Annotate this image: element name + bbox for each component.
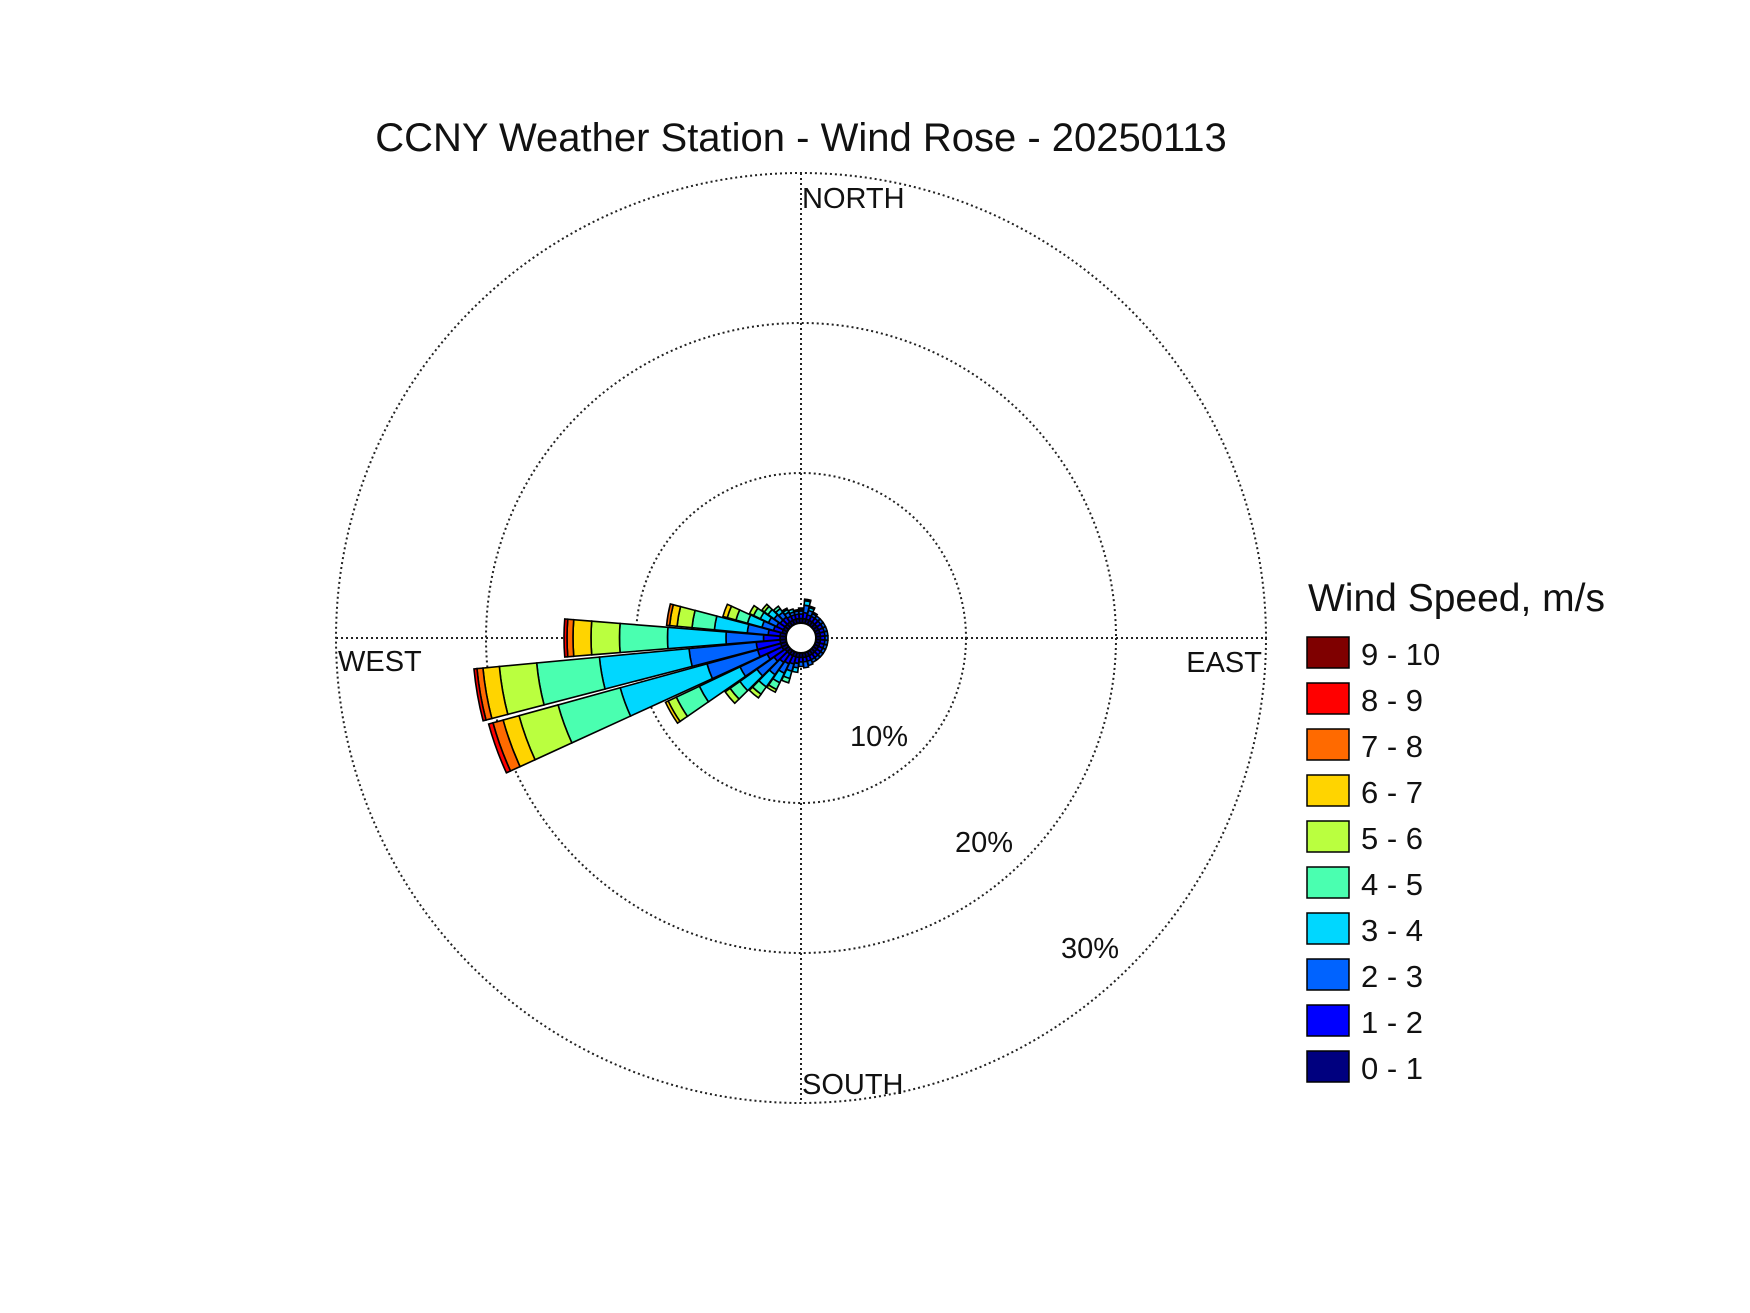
legend-label: 5 - 6 xyxy=(1361,821,1423,856)
legend-swatch xyxy=(1306,1050,1350,1083)
legend-label: 7 - 8 xyxy=(1361,729,1423,764)
legend-swatch xyxy=(1306,820,1350,853)
legend-label: 2 - 3 xyxy=(1361,959,1423,994)
sector-230-bin-5 xyxy=(724,687,741,705)
legend-title: Wind Speed, m/s xyxy=(1308,577,1605,620)
ring-label-30: 30% xyxy=(1061,933,1119,965)
ring-label-20: 20% xyxy=(955,827,1013,859)
sector-310-bin-5 xyxy=(760,603,771,614)
legend-swatch xyxy=(1306,912,1350,945)
chart-title: CCNY Weather Station - Wind Rose - 20250… xyxy=(375,116,1227,160)
direction-south: SOUTH xyxy=(802,1069,904,1101)
sector-280-bin-4 xyxy=(691,609,718,631)
sector-30-bin-3 xyxy=(811,611,819,617)
legend-swatch xyxy=(1306,636,1350,669)
direction-east: EAST xyxy=(1186,647,1262,679)
ring-label-10: 10% xyxy=(850,721,908,753)
wind-sectors xyxy=(473,598,829,774)
legend-swatch xyxy=(1306,866,1350,899)
legend-label: 0 - 1 xyxy=(1361,1051,1423,1086)
legend-swatch xyxy=(1306,774,1350,807)
sector-250-bin-8 xyxy=(487,721,512,774)
direction-west: WEST xyxy=(338,646,422,678)
legend-label: 8 - 9 xyxy=(1361,683,1423,718)
legend-label: 1 - 2 xyxy=(1361,1005,1423,1040)
sector-280-bin-7 xyxy=(665,602,675,627)
sector-0-bin-4 xyxy=(797,607,805,611)
sector-330-bin-4 xyxy=(781,607,789,614)
sector-340-bin-3 xyxy=(787,608,795,615)
sector-270-bin-5 xyxy=(590,620,621,656)
legend-label: 6 - 7 xyxy=(1361,775,1423,810)
direction-north: NORTH xyxy=(802,183,905,215)
sector-270-bin-8 xyxy=(563,618,569,658)
sector-10-bin-4 xyxy=(803,598,812,603)
sector-170-bin-2 xyxy=(802,660,810,669)
sector-240-bin-6 xyxy=(664,699,682,725)
sector-80-bin-2 xyxy=(823,630,829,637)
sector-350-bin-3 xyxy=(792,608,800,613)
legend: 9 - 10 8 - 9 7 - 8 6 - 7 5 - 6 4 - 5 3 - 4 2 - … xyxy=(1306,636,1440,1086)
sector-270-bin-6 xyxy=(572,618,593,658)
legend-swatch xyxy=(1306,728,1350,761)
sector-270-bin-4 xyxy=(618,622,669,654)
sector-290-bin-6 xyxy=(721,603,733,619)
legend-swatch xyxy=(1306,1004,1350,1037)
sector-210-bin-5 xyxy=(765,683,778,694)
sector-20-bin-4 xyxy=(808,605,816,611)
legend-swatch xyxy=(1306,682,1350,715)
sector-260-bin-8 xyxy=(473,667,487,722)
legend-label: 3 - 4 xyxy=(1361,913,1423,948)
legend-label: 9 - 10 xyxy=(1361,637,1440,672)
sector-300-bin-5 xyxy=(748,604,759,617)
sector-220-bin-5 xyxy=(748,685,763,700)
sector-320-bin-4 xyxy=(772,605,782,614)
legend-swatch xyxy=(1306,958,1350,991)
legend-label: 4 - 5 xyxy=(1361,867,1423,902)
calm-circle xyxy=(785,622,817,654)
